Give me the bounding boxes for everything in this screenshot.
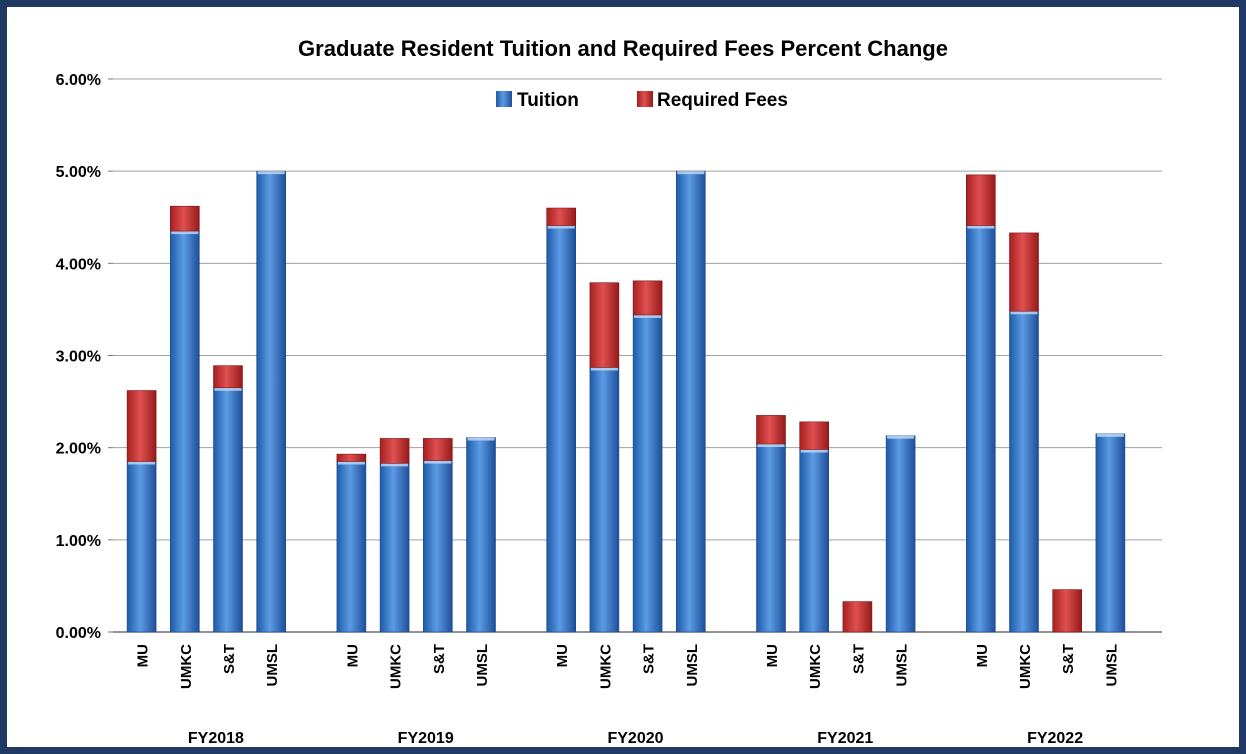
x-category-label: S&T bbox=[850, 644, 867, 674]
bar-tuition bbox=[336, 461, 367, 633]
x-category-label: UMKC bbox=[597, 644, 614, 689]
bar-tuition-highlight bbox=[424, 460, 452, 464]
x-category-label: UMKC bbox=[388, 644, 405, 689]
bar-tuition bbox=[589, 367, 620, 633]
bar-tuition bbox=[1009, 310, 1039, 633]
bar-required-fees bbox=[170, 205, 200, 232]
bar-tuition bbox=[965, 225, 996, 633]
bar-tuition bbox=[213, 387, 243, 633]
bar-required-fees bbox=[589, 282, 620, 368]
bar-tuition-highlight bbox=[757, 443, 785, 447]
y-axis-ticks: 0.00% 1.00% 2.00% 3.00% 4.00% 5.00% 6.00% bbox=[56, 72, 101, 642]
bar-tuition-highlight bbox=[171, 231, 199, 235]
bar-tuition bbox=[256, 170, 287, 633]
y-tick-label: 6.00% bbox=[56, 72, 101, 89]
bar-tuition-highlight bbox=[1010, 311, 1038, 315]
x-axis-category-labels: MU UMKC S&T UMSL MU UMKC S&T UMSL MU UMKC S&T UMSL M… bbox=[135, 644, 1121, 689]
x-category-label: MU bbox=[974, 644, 991, 667]
bar-tuition-highlight bbox=[887, 435, 915, 439]
bar-tuition-highlight bbox=[337, 461, 365, 465]
bar-tuition-highlight bbox=[967, 225, 995, 229]
bar-tuition-highlight bbox=[677, 171, 705, 175]
x-axis-group-labels: FY2018 FY2019 FY2020 FY2021 FY2022 bbox=[188, 730, 1083, 747]
legend: Tuition Required Fees bbox=[496, 90, 788, 111]
x-category-label: MU bbox=[344, 644, 361, 667]
bar-tuition bbox=[1095, 433, 1126, 633]
x-category-label: UMSL bbox=[264, 644, 281, 687]
bar-tuition-highlight bbox=[1096, 433, 1124, 437]
bar-required-fees bbox=[213, 365, 243, 389]
x-category-label: S&T bbox=[221, 644, 238, 674]
bar-tuition bbox=[756, 443, 786, 633]
bar-required-fees bbox=[799, 421, 830, 450]
bar-required-fees bbox=[842, 601, 873, 633]
bar-tuition bbox=[632, 314, 663, 633]
bar-tuition-highlight bbox=[128, 461, 156, 465]
x-category-label: S&T bbox=[431, 644, 448, 674]
y-tick-label: 4.00% bbox=[56, 256, 101, 273]
bar-required-fees bbox=[965, 174, 996, 226]
bar-required-fees bbox=[126, 390, 157, 462]
x-category-label: S&T bbox=[1060, 644, 1077, 674]
bar-tuition bbox=[546, 225, 577, 633]
bars bbox=[126, 170, 1126, 633]
x-category-label: S&T bbox=[641, 644, 658, 674]
x-category-label: UMSL bbox=[894, 644, 911, 687]
y-tick-label: 2.00% bbox=[56, 441, 101, 458]
bar-required-fees bbox=[1009, 232, 1039, 312]
bar-tuition-highlight bbox=[467, 437, 495, 441]
legend-label-required-fees: Required Fees bbox=[657, 90, 788, 111]
bar-tuition bbox=[675, 170, 706, 633]
x-group-label: FY2019 bbox=[398, 730, 454, 747]
x-category-label: UMSL bbox=[1103, 644, 1120, 687]
x-category-label: UMSL bbox=[474, 644, 491, 687]
bar-required-fees bbox=[632, 280, 663, 316]
x-category-label: UMKC bbox=[178, 644, 195, 689]
y-tick-label: 1.00% bbox=[56, 533, 101, 550]
x-category-label: UMKC bbox=[807, 644, 824, 689]
legend-swatch-required-fees bbox=[637, 91, 653, 107]
bar-tuition bbox=[422, 460, 453, 633]
bar-tuition bbox=[799, 449, 830, 633]
x-group-label: FY2020 bbox=[607, 730, 663, 747]
x-category-label: MU bbox=[764, 644, 781, 667]
bar-tuition bbox=[379, 463, 410, 633]
chart-title: Graduate Resident Tuition and Required F… bbox=[298, 36, 948, 61]
x-category-label: MU bbox=[554, 644, 571, 667]
bar-tuition-highlight bbox=[800, 449, 828, 453]
legend-swatch-tuition bbox=[496, 91, 512, 107]
x-group-label: FY2018 bbox=[188, 730, 244, 747]
bar-required-fees bbox=[1052, 589, 1082, 633]
bar-required-fees bbox=[336, 453, 367, 462]
bar-tuition-highlight bbox=[257, 171, 285, 175]
bar-tuition-highlight bbox=[381, 463, 409, 467]
bar-tuition-highlight bbox=[634, 314, 662, 318]
x-group-label: FY2021 bbox=[817, 730, 873, 747]
x-category-label: MU bbox=[135, 644, 152, 667]
x-category-label: UMSL bbox=[684, 644, 701, 687]
legend-item-tuition: Tuition bbox=[496, 90, 579, 111]
x-group-label: FY2022 bbox=[1027, 730, 1083, 747]
bar-tuition bbox=[170, 230, 200, 633]
bar-required-fees bbox=[756, 415, 786, 445]
bar-required-fees bbox=[379, 438, 410, 464]
bar-tuition-highlight bbox=[547, 225, 575, 229]
y-tick-label: 3.00% bbox=[56, 349, 101, 366]
bar-tuition bbox=[126, 461, 157, 633]
y-tick-label: 5.00% bbox=[56, 164, 101, 181]
bar-tuition-highlight bbox=[590, 367, 618, 371]
legend-label-tuition: Tuition bbox=[517, 90, 579, 111]
bar-required-fees bbox=[546, 207, 577, 226]
bar-required-fees bbox=[422, 438, 453, 461]
legend-item-required-fees: Required Fees bbox=[637, 90, 788, 111]
x-category-label: UMKC bbox=[1017, 644, 1034, 689]
bar-tuition bbox=[885, 435, 916, 633]
bar-tuition-highlight bbox=[214, 387, 242, 391]
y-tick-label: 0.00% bbox=[56, 625, 101, 642]
bar-tuition bbox=[466, 437, 496, 633]
